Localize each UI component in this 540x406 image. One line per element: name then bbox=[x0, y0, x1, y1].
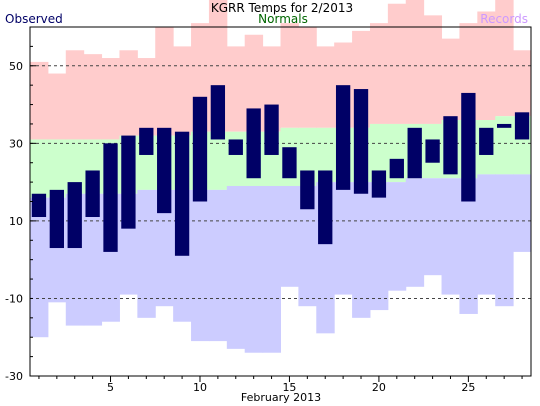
record-high-band bbox=[387, 3, 407, 124]
observed-bar bbox=[353, 89, 369, 194]
record-high-band bbox=[173, 46, 192, 136]
record-high-band bbox=[513, 50, 532, 117]
observed-bar bbox=[443, 116, 458, 175]
observed-bar bbox=[425, 139, 440, 163]
record-low-band bbox=[244, 185, 264, 353]
record-high-band bbox=[298, 27, 317, 128]
observed-bar bbox=[318, 170, 333, 245]
record-low-band bbox=[334, 182, 353, 295]
observed-bar bbox=[389, 158, 404, 179]
legend-normals-label: Normals bbox=[258, 12, 308, 26]
observed-bar bbox=[407, 127, 422, 179]
x-tick-label: 15 bbox=[282, 381, 296, 394]
record-low-band bbox=[477, 174, 496, 295]
record-high-band bbox=[405, 0, 425, 124]
y-tick-label: 10 bbox=[9, 215, 23, 228]
x-tick-label: 25 bbox=[461, 381, 475, 394]
x-tick-label: 20 bbox=[372, 381, 386, 394]
y-axis: 50 30 10 -10 -30 bbox=[5, 26, 36, 383]
observed-bar bbox=[479, 127, 494, 155]
record-high-band bbox=[101, 58, 120, 140]
observed-bar bbox=[121, 135, 136, 229]
record-low-band bbox=[441, 178, 460, 295]
chart-title: KGRR Temps for 2/2013 bbox=[211, 1, 353, 15]
record-high-band bbox=[280, 23, 299, 128]
observed-bar bbox=[228, 139, 243, 155]
normal-range-band bbox=[47, 139, 67, 198]
record-low-band bbox=[459, 178, 478, 314]
record-high-band bbox=[137, 58, 156, 136]
observed-bar bbox=[103, 143, 118, 252]
observed-bar bbox=[31, 193, 47, 218]
record-low-band bbox=[298, 185, 317, 307]
y-tick-label: -30 bbox=[5, 370, 23, 383]
normal-range-band bbox=[316, 127, 335, 183]
observed-bar bbox=[210, 85, 226, 140]
x-axis: 5 10 15 20 25 bbox=[38, 376, 523, 394]
record-low-band bbox=[280, 185, 299, 287]
record-high-band bbox=[495, 0, 514, 117]
legend-observed-label: Observed bbox=[5, 12, 63, 26]
legend-records-label: Records bbox=[480, 12, 528, 26]
record-high-band bbox=[155, 27, 174, 136]
normal-range-band bbox=[495, 116, 514, 175]
observed-bar bbox=[282, 147, 297, 179]
observed-bar bbox=[497, 123, 512, 128]
normal-range-band bbox=[30, 139, 49, 198]
record-low-band bbox=[226, 185, 246, 349]
observed-bar bbox=[264, 104, 279, 155]
record-high-band bbox=[244, 34, 264, 132]
record-low-band bbox=[155, 189, 174, 307]
observed-bar bbox=[67, 182, 82, 249]
record-low-band bbox=[405, 178, 425, 287]
observed-bar bbox=[174, 131, 190, 256]
record-high-band bbox=[65, 50, 85, 140]
record-low-band bbox=[495, 174, 514, 307]
record-high-band bbox=[30, 61, 49, 140]
x-tick-label: 10 bbox=[193, 381, 207, 394]
observed-bar bbox=[49, 189, 64, 249]
record-high-band bbox=[441, 38, 460, 121]
observed-bar bbox=[192, 96, 208, 202]
record-low-band bbox=[137, 189, 156, 318]
x-tick-label: 5 bbox=[107, 381, 114, 394]
observed-bar bbox=[157, 127, 172, 214]
x-axis-label: February 2013 bbox=[241, 391, 321, 404]
record-low-band bbox=[352, 182, 371, 318]
record-low-band bbox=[191, 189, 210, 342]
record-low-band bbox=[423, 178, 443, 276]
observed-bar bbox=[371, 170, 387, 198]
record-high-band bbox=[423, 15, 443, 124]
record-low-band bbox=[513, 174, 532, 252]
record-low-band bbox=[208, 189, 228, 342]
record-high-band bbox=[316, 46, 335, 128]
observed-bar bbox=[85, 170, 100, 218]
record-low-band bbox=[262, 185, 281, 353]
record-low-band bbox=[83, 193, 103, 326]
observed-bar bbox=[461, 92, 476, 202]
y-tick-label: 50 bbox=[9, 60, 23, 73]
y-tick-label: 30 bbox=[9, 137, 23, 150]
normal-range-band bbox=[65, 139, 85, 194]
record-low-band bbox=[30, 197, 49, 338]
observed-bar bbox=[300, 170, 315, 210]
observed-bar bbox=[514, 112, 530, 140]
record-high-band bbox=[47, 73, 67, 140]
y-tick-label: -10 bbox=[5, 292, 23, 305]
normal-range-band bbox=[369, 123, 389, 183]
record-low-band bbox=[387, 182, 407, 291]
record-high-band bbox=[119, 50, 138, 136]
normal-range-band bbox=[208, 131, 228, 190]
record-low-band bbox=[369, 182, 389, 311]
observed-bar bbox=[246, 108, 261, 179]
record-high-band bbox=[83, 54, 103, 140]
record-high-band bbox=[369, 23, 389, 124]
observed-bar bbox=[139, 127, 154, 155]
record-high-band bbox=[226, 46, 246, 132]
observed-bars-layer bbox=[31, 85, 530, 256]
observed-bar bbox=[335, 85, 351, 190]
